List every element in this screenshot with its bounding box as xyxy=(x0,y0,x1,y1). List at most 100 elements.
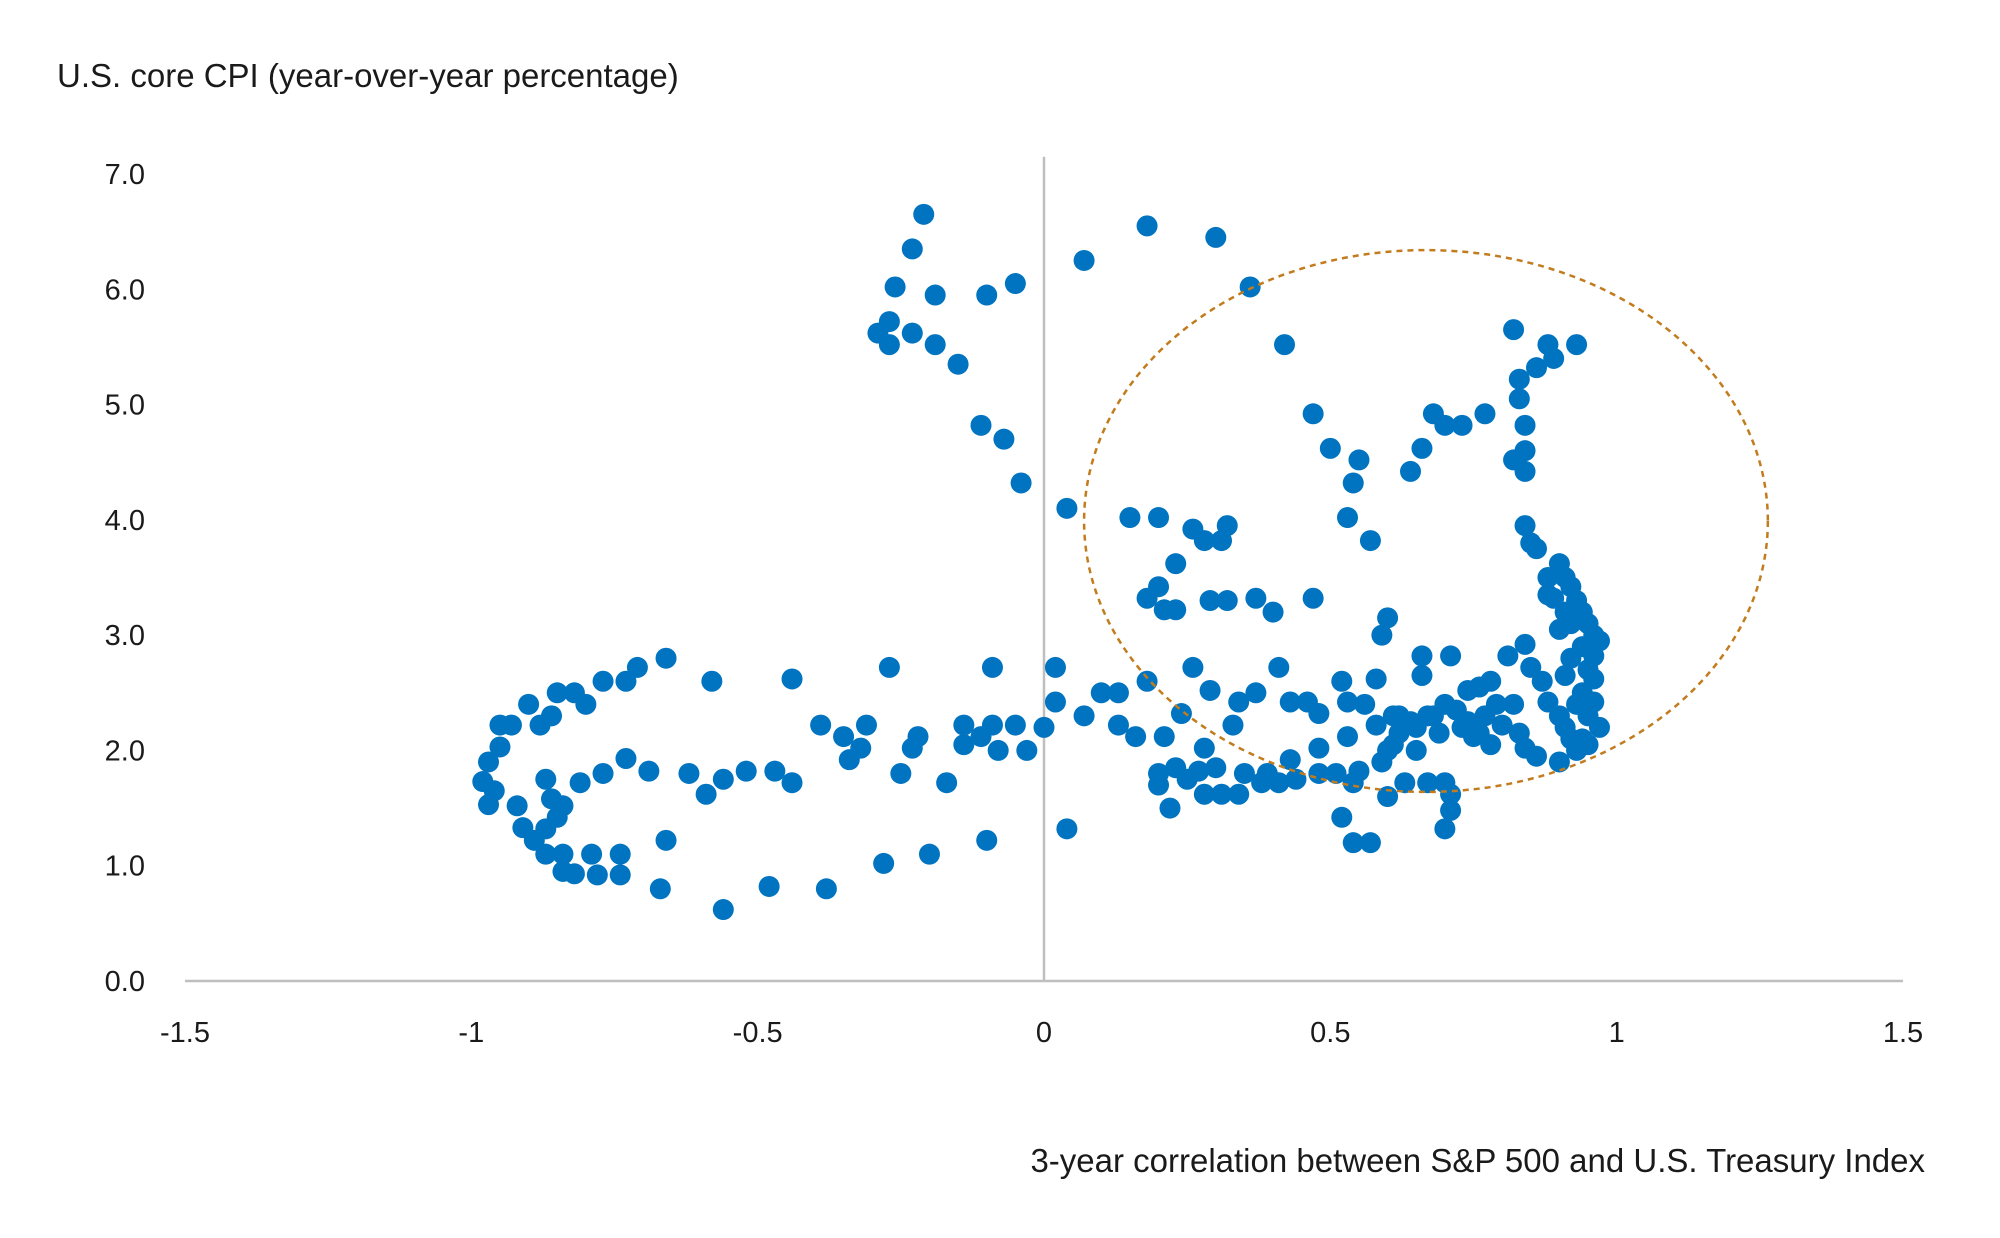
y-tick-label: 1.0 xyxy=(105,851,145,883)
data-point xyxy=(1148,507,1170,529)
data-point xyxy=(1359,530,1381,552)
data-point xyxy=(1485,693,1507,715)
data-point xyxy=(712,899,734,921)
data-point xyxy=(1354,693,1376,715)
data-point xyxy=(1245,587,1267,609)
data-point xyxy=(1233,762,1255,784)
data-point xyxy=(1188,760,1210,782)
data-point xyxy=(1216,515,1238,537)
data-point xyxy=(1004,273,1026,295)
data-point xyxy=(541,705,563,727)
data-point xyxy=(987,739,1009,761)
data-point xyxy=(500,714,522,736)
data-point xyxy=(1239,276,1261,298)
data-point xyxy=(489,736,511,758)
data-point xyxy=(981,656,1003,678)
data-point xyxy=(1165,553,1187,575)
axes: -1.5 -1 -0.5 0 0.5 1 1.5 0.0 1.0 2.0 3.0 4.0 5.0 6.0 7… xyxy=(105,156,1923,1049)
data-point xyxy=(884,276,906,298)
data-point xyxy=(953,714,975,736)
x-tick-label: 0.5 xyxy=(1310,1017,1350,1049)
y-tick-label: 2.0 xyxy=(105,735,145,767)
y-tick-label: 0.0 xyxy=(105,966,145,998)
data-point xyxy=(1193,530,1215,552)
data-point xyxy=(1073,705,1095,727)
data-point xyxy=(569,772,591,794)
data-point xyxy=(1274,334,1296,356)
data-point xyxy=(1044,656,1066,678)
data-point xyxy=(1004,714,1026,736)
data-point xyxy=(1525,538,1547,560)
data-point xyxy=(1583,691,1605,713)
data-point xyxy=(1342,472,1364,494)
data-point xyxy=(1583,668,1605,690)
highlight-ellipse xyxy=(1082,248,1770,794)
data-point xyxy=(1411,645,1433,667)
data-point xyxy=(878,311,900,333)
data-point xyxy=(1348,760,1370,782)
data-point xyxy=(901,322,923,344)
x-tick-label: -1 xyxy=(458,1017,484,1049)
data-point xyxy=(1193,783,1215,805)
data-point xyxy=(535,843,557,865)
data-point xyxy=(878,334,900,356)
data-point xyxy=(1588,630,1610,652)
data-point xyxy=(1182,656,1204,678)
data-point xyxy=(712,768,734,790)
data-point xyxy=(924,334,946,356)
data-point xyxy=(1417,705,1439,727)
data-point xyxy=(1342,832,1364,854)
data-point xyxy=(1474,403,1496,425)
annotation-layer xyxy=(1082,248,1770,794)
data-point xyxy=(1211,783,1233,805)
data-point xyxy=(1377,739,1399,761)
y-tick-label: 5.0 xyxy=(105,390,145,422)
data-point xyxy=(976,284,998,306)
data-point xyxy=(1537,691,1559,713)
data-point xyxy=(1365,668,1387,690)
data-point xyxy=(506,795,528,817)
data-point xyxy=(1125,726,1147,748)
data-point xyxy=(878,656,900,678)
data-point xyxy=(1228,691,1250,713)
data-point xyxy=(609,843,631,865)
data-point xyxy=(1514,440,1536,462)
data-point xyxy=(735,760,757,782)
data-point xyxy=(1199,679,1221,701)
data-point xyxy=(936,772,958,794)
data-point xyxy=(1331,806,1353,828)
data-point xyxy=(1508,368,1530,390)
data-point xyxy=(649,878,671,900)
data-point xyxy=(1337,507,1359,529)
data-point xyxy=(1440,799,1462,821)
data-point xyxy=(1491,714,1513,736)
data-point xyxy=(953,734,975,756)
data-point xyxy=(638,760,660,782)
data-point xyxy=(1073,249,1095,271)
data-point xyxy=(1514,515,1536,537)
y-tick-label: 7.0 xyxy=(105,159,145,191)
data-point xyxy=(1033,716,1055,738)
data-point xyxy=(1245,682,1267,704)
data-point xyxy=(981,714,1003,736)
data-point xyxy=(1588,716,1610,738)
x-axis-title: 3-year correlation between S&P 500 and U… xyxy=(1030,1142,1925,1179)
data-point xyxy=(552,843,574,865)
data-point xyxy=(1319,437,1341,459)
data-point xyxy=(850,737,872,759)
data-point xyxy=(1056,497,1078,519)
data-point xyxy=(592,670,614,692)
data-point xyxy=(1228,783,1250,805)
data-point xyxy=(1337,691,1359,713)
data-point xyxy=(1262,601,1284,623)
data-point xyxy=(1411,437,1433,459)
data-point xyxy=(1044,691,1066,713)
data-point xyxy=(1199,590,1221,612)
data-point xyxy=(855,714,877,736)
x-tick-label: -0.5 xyxy=(733,1017,783,1049)
data-point xyxy=(993,428,1015,450)
data-point xyxy=(1525,357,1547,379)
data-point xyxy=(1440,645,1462,667)
data-point xyxy=(970,414,992,436)
